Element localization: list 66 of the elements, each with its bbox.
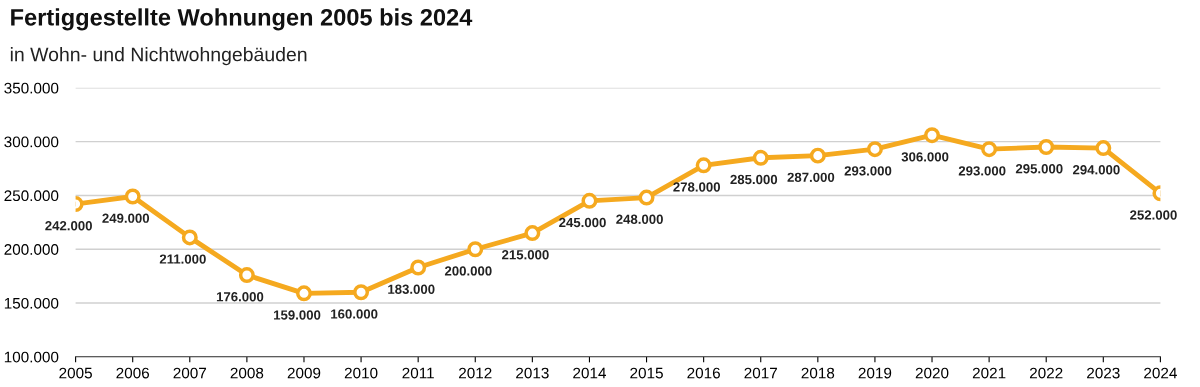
x-tick-label: 2015 xyxy=(630,367,663,379)
x-tick-label: 2024 xyxy=(1144,367,1177,379)
x-tick-label: 2021 xyxy=(972,367,1006,379)
x-tick-label: 2005 xyxy=(59,367,92,379)
data-label: 287.000 xyxy=(787,172,835,182)
point xyxy=(981,141,998,158)
data-label: 176.000 xyxy=(216,292,264,302)
chart-subtitle: in Wohn- und Nichtwohngebäuden xyxy=(10,47,307,66)
x-tick-label: 2014 xyxy=(573,367,606,379)
data-label: 160.000 xyxy=(331,309,378,319)
data-label: 215.000 xyxy=(502,250,549,260)
point xyxy=(1038,139,1055,156)
point xyxy=(638,189,655,206)
x-tick-label: 2020 xyxy=(915,367,949,379)
data-label: 248.000 xyxy=(616,214,663,224)
point xyxy=(295,285,312,302)
x-tick-label: 2012 xyxy=(459,367,492,379)
data-label: 249.000 xyxy=(102,213,150,223)
data-label: 306.000 xyxy=(901,152,949,162)
data-label: 278.000 xyxy=(673,182,721,192)
data-label: 245.000 xyxy=(559,217,606,228)
point xyxy=(181,229,198,246)
y-tick-label: 350.000 xyxy=(4,82,59,94)
x-tick-label: 2006 xyxy=(116,367,150,379)
point xyxy=(809,147,826,164)
x-tick-label: 2007 xyxy=(173,367,207,379)
data-label: 293.000 xyxy=(958,166,1006,176)
y-tick-label: 250.000 xyxy=(4,190,59,202)
y-tick-label: 100.000 xyxy=(4,351,59,363)
x-tick-label: 2013 xyxy=(516,367,549,379)
data-label: 159.000 xyxy=(274,310,321,320)
x-tick-label: 2018 xyxy=(801,367,835,379)
x-tick-label: 2019 xyxy=(858,367,892,379)
point xyxy=(866,141,883,158)
x-tick-label: 2008 xyxy=(230,367,264,379)
data-label: 293.000 xyxy=(844,166,892,176)
data-label: 200.000 xyxy=(444,266,492,276)
chart-title: Fertiggestellte Wohnungen 2005 bis 2024 xyxy=(11,8,473,31)
point xyxy=(695,157,712,174)
y-tick-label: 300.000 xyxy=(4,136,59,148)
x-tick-label: 2022 xyxy=(1029,367,1063,379)
x-tick-label: 2023 xyxy=(1087,367,1120,379)
y-tick-label: 200.000 xyxy=(4,244,59,255)
point xyxy=(1095,140,1112,157)
x-tick-label: 2016 xyxy=(687,367,720,379)
x-tick-label: 2011 xyxy=(402,367,434,379)
x-tick-label: 2017 xyxy=(744,367,777,379)
point xyxy=(752,149,769,166)
point xyxy=(124,188,141,205)
data-label: 295.000 xyxy=(1015,164,1063,174)
point xyxy=(238,267,255,284)
point xyxy=(581,192,598,209)
point xyxy=(524,225,541,242)
point xyxy=(410,259,427,276)
data-label: 242.000 xyxy=(45,221,92,231)
data-label: 211.000 xyxy=(159,254,206,264)
data-label: 183.000 xyxy=(388,284,435,294)
point xyxy=(924,127,941,144)
x-tick-label: 2009 xyxy=(287,367,321,379)
data-label: 294.000 xyxy=(1072,165,1120,175)
point xyxy=(467,241,484,258)
x-tick-label: 2010 xyxy=(344,367,378,379)
point xyxy=(353,284,370,301)
data-label: 285.000 xyxy=(730,174,778,185)
data-label: 252.000 xyxy=(1130,210,1177,220)
y-tick-label: 150.000 xyxy=(4,297,59,309)
